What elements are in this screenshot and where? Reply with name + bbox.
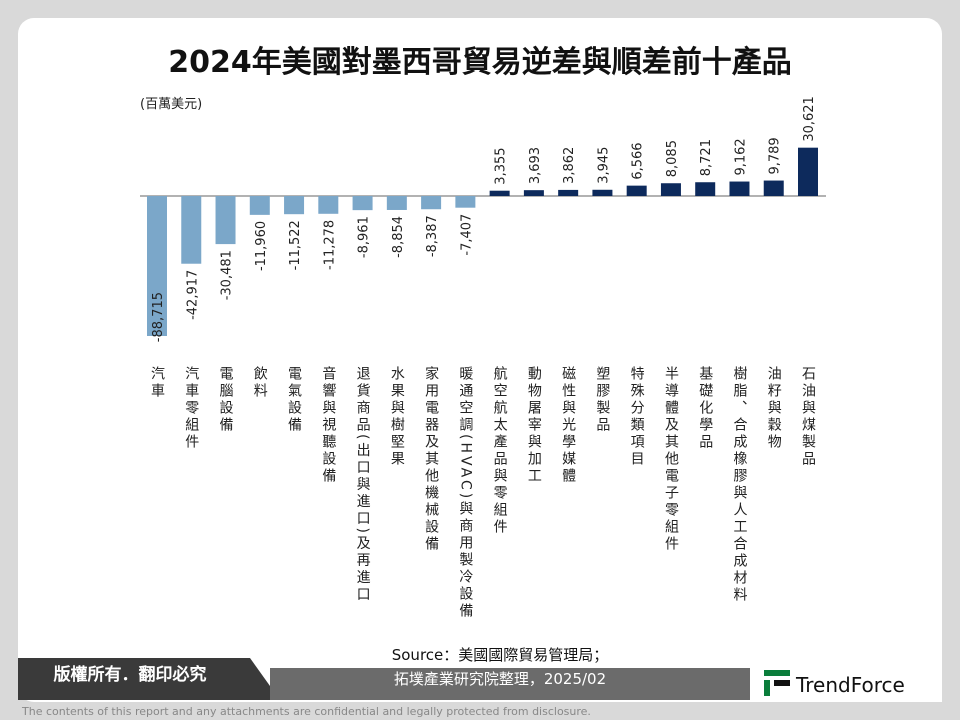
category-label: 汽車 (149, 366, 165, 400)
bar (318, 196, 339, 214)
value-label: 8,721 (699, 139, 714, 176)
copyright-box (18, 658, 280, 700)
bar (523, 190, 544, 196)
value-label: -42,917 (185, 270, 200, 320)
bar (660, 183, 681, 196)
category-label: 電氣設備 (286, 366, 302, 434)
category-label: 石油與煤製品 (800, 366, 816, 468)
bar (249, 196, 270, 215)
value-label: -11,278 (322, 220, 337, 270)
logo-mark (774, 680, 790, 686)
bar (489, 190, 510, 196)
source-band (270, 668, 750, 700)
bar (798, 147, 818, 196)
value-label: 3,862 (562, 147, 577, 184)
source-line: Source：美國國際貿易管理局； (392, 646, 609, 664)
value-label: -11,960 (254, 221, 269, 271)
logo-mark (764, 670, 790, 676)
category-label: 磁性與光學媒體 (560, 366, 576, 485)
category-label: 油籽與穀物 (766, 366, 782, 451)
bar (421, 196, 442, 210)
bar (215, 196, 236, 245)
category-label: 基礎化學品 (697, 365, 713, 451)
bar (386, 196, 407, 210)
category-label: 音響與視聽設備 (320, 365, 336, 485)
category-label: 家用電器及其他機械設備 (423, 365, 439, 553)
value-label: -8,854 (391, 216, 406, 258)
category-label: 汽車零組件 (183, 366, 199, 451)
value-label: 3,693 (528, 147, 543, 184)
value-label: 3,945 (596, 147, 611, 184)
bar (592, 189, 613, 196)
category-label: 航空航太產品與零組件 (492, 366, 508, 536)
category-label: 半導體及其他電子零組件 (663, 366, 679, 553)
value-label: 9,162 (733, 138, 748, 175)
source-line: 拓墣產業研究院整理，2025/02 (394, 670, 606, 688)
disclaimer: The contents of this report and any atta… (21, 705, 591, 718)
category-label: 特殊分類項目 (629, 366, 645, 468)
category-label: 飲料 (252, 366, 268, 400)
value-label: -8,961 (357, 216, 372, 258)
bar (181, 196, 202, 264)
bar (455, 196, 476, 208)
value-label: 3,355 (494, 147, 509, 184)
logo-mark (764, 680, 770, 696)
category-label: 電腦設備 (218, 366, 234, 434)
value-label: 8,085 (665, 140, 680, 177)
logo-text: TrendForce (795, 673, 905, 697)
value-label: -11,522 (288, 220, 303, 270)
bar (284, 196, 305, 215)
value-label: 30,621 (802, 96, 817, 142)
value-label: -88,715 (151, 292, 166, 342)
category-label: 暖通空調(HVAC)與商用製冷設備 (457, 366, 473, 620)
category-label: 水果與樹堅果 (389, 366, 405, 468)
bar (626, 185, 647, 196)
category-label: 退貨商品(出口與進口)及再進口 (355, 366, 371, 604)
category-label: 動物屠宰與加工 (526, 366, 542, 485)
bar (695, 182, 716, 196)
bar (763, 180, 784, 196)
category-label: 塑膠製品 (594, 366, 610, 434)
value-label: 6,566 (631, 142, 646, 179)
bar (729, 181, 750, 196)
unit-label: (百萬美元) (140, 97, 202, 112)
bar (147, 196, 167, 336)
value-label: 9,789 (768, 137, 783, 174)
copyright: 版權所有．翻印必究 (54, 664, 207, 685)
value-label: -30,481 (220, 250, 235, 300)
bar (352, 196, 373, 211)
value-label: -7,407 (459, 214, 474, 256)
bar (558, 189, 579, 196)
slide (18, 18, 942, 702)
chart-title: 2024年美國對墨西哥貿易逆差與順差前十產品 (168, 45, 792, 80)
category-label: 樹脂、合成橡膠與人工合成材料 (731, 366, 747, 604)
value-label: -8,387 (425, 215, 440, 257)
